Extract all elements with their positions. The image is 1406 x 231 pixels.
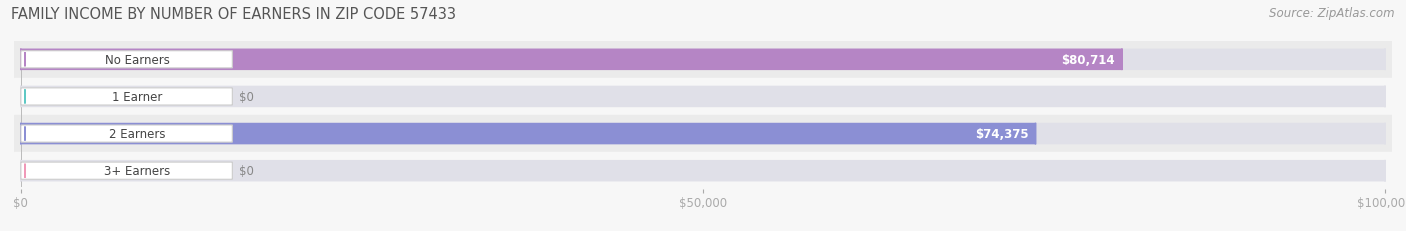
FancyBboxPatch shape bbox=[21, 52, 232, 69]
Text: $74,375: $74,375 bbox=[976, 128, 1029, 140]
FancyBboxPatch shape bbox=[21, 160, 1385, 182]
FancyBboxPatch shape bbox=[21, 49, 1122, 71]
FancyBboxPatch shape bbox=[21, 86, 1385, 108]
Bar bbox=[14, 152, 1392, 189]
Text: 2 Earners: 2 Earners bbox=[110, 128, 166, 140]
Text: 3+ Earners: 3+ Earners bbox=[104, 164, 170, 177]
Text: 1 Earner: 1 Earner bbox=[112, 91, 163, 103]
Bar bbox=[14, 116, 1392, 152]
FancyBboxPatch shape bbox=[21, 125, 232, 143]
Text: $80,714: $80,714 bbox=[1062, 54, 1115, 67]
FancyBboxPatch shape bbox=[21, 88, 232, 106]
Text: No Earners: No Earners bbox=[105, 54, 170, 67]
Bar bbox=[14, 42, 1392, 79]
Text: FAMILY INCOME BY NUMBER OF EARNERS IN ZIP CODE 57433: FAMILY INCOME BY NUMBER OF EARNERS IN ZI… bbox=[11, 7, 457, 22]
FancyBboxPatch shape bbox=[21, 162, 232, 179]
Bar bbox=[14, 79, 1392, 116]
Text: $0: $0 bbox=[239, 164, 254, 177]
FancyBboxPatch shape bbox=[21, 123, 1385, 145]
FancyBboxPatch shape bbox=[21, 123, 1036, 145]
FancyBboxPatch shape bbox=[21, 49, 1385, 71]
Text: $0: $0 bbox=[239, 91, 254, 103]
Text: Source: ZipAtlas.com: Source: ZipAtlas.com bbox=[1270, 7, 1395, 20]
